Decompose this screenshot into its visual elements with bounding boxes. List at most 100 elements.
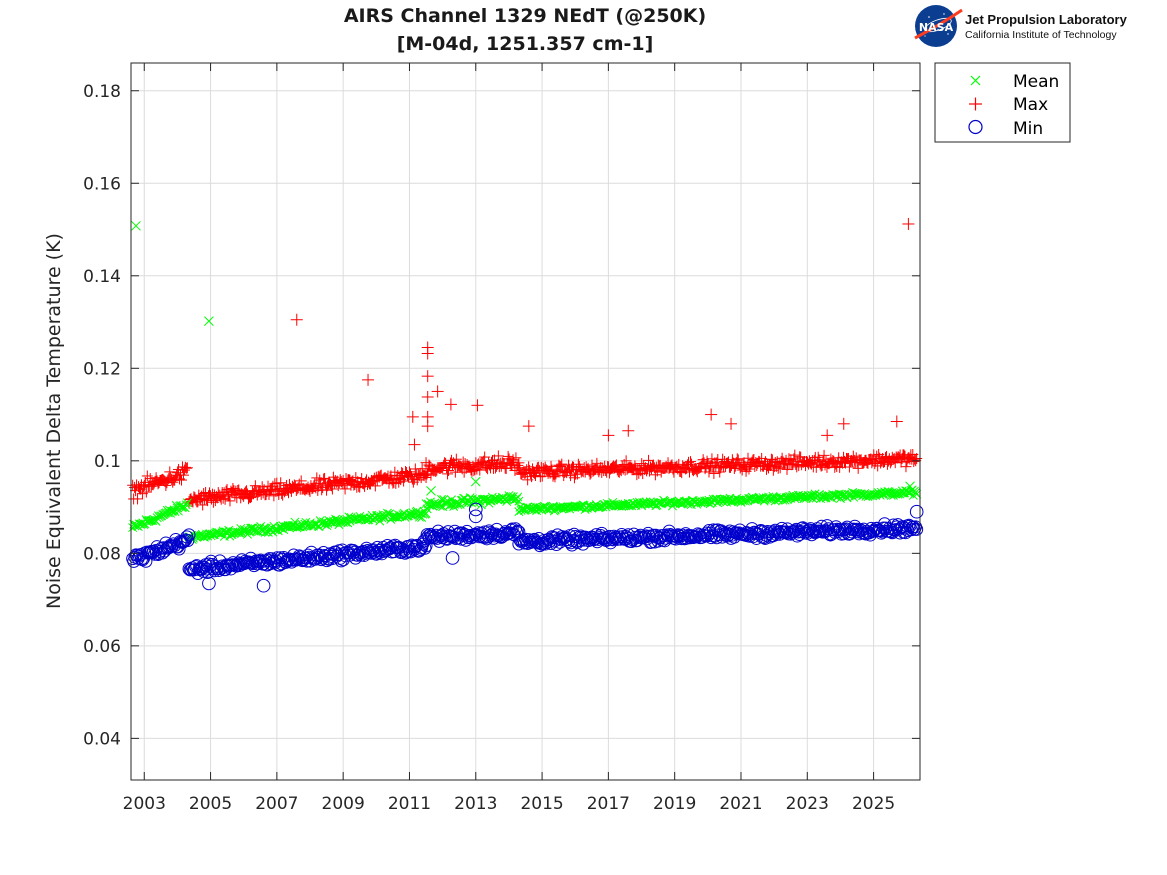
data-point-mean <box>705 499 715 509</box>
x-tick-label: 2005 <box>189 794 232 814</box>
data-point-max <box>536 470 548 482</box>
data-point-min <box>520 536 534 549</box>
data-point-mean <box>802 492 812 502</box>
data-point-min <box>409 539 423 553</box>
x-tick-labels: 2003 2005 2007 2009 2011 2013 2015 2017 2019 2021… <box>123 794 896 814</box>
x-tick-label: 2007 <box>255 794 298 814</box>
data-point-max <box>620 455 632 467</box>
data-point-max-outlier <box>431 385 444 398</box>
data-point-mean <box>182 498 192 508</box>
data-point-min-outlier <box>909 504 924 519</box>
x-tick-label: 2003 <box>123 794 166 814</box>
data-point-max <box>818 449 830 461</box>
data-point-max <box>468 465 480 477</box>
x-tick-label: 2009 <box>322 794 365 814</box>
data-point-min <box>846 523 860 537</box>
data-point-mean <box>181 500 191 510</box>
data-point-max-outlier <box>821 429 834 442</box>
data-point-min <box>314 553 328 567</box>
data-point-min-outlier <box>468 502 483 517</box>
chart-subtitle: [M-04d, 1251.357 cm-1] <box>397 33 654 55</box>
data-point-max-outlier <box>705 408 718 421</box>
data-point-max <box>405 471 417 483</box>
legend-min-circle-icon <box>968 119 983 135</box>
data-point-max <box>140 486 152 498</box>
data-point-max <box>318 473 330 485</box>
legend-label-mean: Mean <box>1013 72 1059 92</box>
data-point-max <box>580 461 592 473</box>
x-tick-label: 2019 <box>653 794 696 814</box>
data-point-max <box>555 461 567 473</box>
data-point-min <box>505 522 519 536</box>
data-point-min <box>430 531 444 545</box>
data-point-min <box>408 540 422 554</box>
series-max <box>127 217 923 511</box>
data-point-max <box>909 453 921 465</box>
legend-max-plus-icon <box>969 97 982 111</box>
y-tick-label: 0.12 <box>83 359 121 379</box>
data-point-max-outlier <box>725 417 738 430</box>
x-tick-label: 2011 <box>388 794 431 814</box>
data-point-max <box>871 450 883 462</box>
data-point-mean <box>703 497 713 507</box>
data-point-max <box>518 466 530 478</box>
data-point-max-outlier <box>471 399 484 412</box>
data-point-max <box>132 493 144 505</box>
x-tick-label: 2013 <box>454 794 497 814</box>
y-tick-label: 0.08 <box>83 544 121 564</box>
data-point-mean-outlier <box>470 476 481 487</box>
y-tick-labels: 0.04 0.06 0.08 0.1 0.12 0.14 0.16 0.18 <box>83 82 121 750</box>
data-point-max <box>167 476 179 488</box>
data-point-max <box>534 471 546 483</box>
data-point-min <box>731 527 745 541</box>
data-point-mean <box>165 505 174 515</box>
data-point-min-outlier <box>256 578 271 593</box>
data-point-min-outlier <box>468 509 483 524</box>
jpl-logo: NASA Jet Propulsion Laboratory Californi… <box>914 5 1128 47</box>
data-point-max <box>512 459 524 471</box>
x-tick-label: 2025 <box>852 794 895 814</box>
data-point-max <box>283 487 295 499</box>
data-point-max-outlier <box>406 410 419 423</box>
data-point-mean <box>654 498 664 508</box>
data-point-max <box>474 464 486 476</box>
data-point-mean <box>234 528 244 538</box>
data-point-max <box>743 463 755 475</box>
data-point-max <box>553 459 565 471</box>
data-point-min <box>369 547 383 561</box>
data-point-mean <box>808 494 818 503</box>
data-point-max <box>791 461 803 473</box>
data-point-min <box>139 554 153 568</box>
data-point-max <box>141 470 153 482</box>
data-point-mean <box>620 499 630 509</box>
data-point-min-outlier <box>202 576 216 591</box>
data-point-max <box>181 462 193 474</box>
data-point-max <box>762 462 774 474</box>
data-point-max <box>275 477 287 489</box>
data-point-min <box>600 533 614 547</box>
data-point-max <box>572 458 584 470</box>
data-point-min <box>207 564 221 578</box>
data-point-max <box>263 488 275 500</box>
data-point-max <box>789 449 801 461</box>
data-point-mean <box>418 509 428 519</box>
data-point-max <box>475 458 487 470</box>
data-point-max <box>772 462 784 474</box>
data-point-max <box>492 450 504 462</box>
data-point-max <box>703 466 715 478</box>
data-point-mean-outlier <box>131 220 141 231</box>
data-point-mean <box>595 502 605 512</box>
legend-label-min: Min <box>1013 119 1043 139</box>
data-point-max-outlier <box>290 313 303 326</box>
y-tick-label: 0.16 <box>83 174 121 194</box>
data-point-max <box>528 467 540 479</box>
data-point-mean <box>394 510 403 520</box>
data-point-max <box>708 467 720 479</box>
data-point-mean <box>218 526 228 536</box>
data-point-max <box>567 461 579 473</box>
axis-ticks <box>131 63 920 780</box>
data-point-max <box>379 472 391 484</box>
data-point-max <box>256 481 268 493</box>
data-point-max-outlier <box>362 373 375 386</box>
data-point-max <box>321 484 333 496</box>
